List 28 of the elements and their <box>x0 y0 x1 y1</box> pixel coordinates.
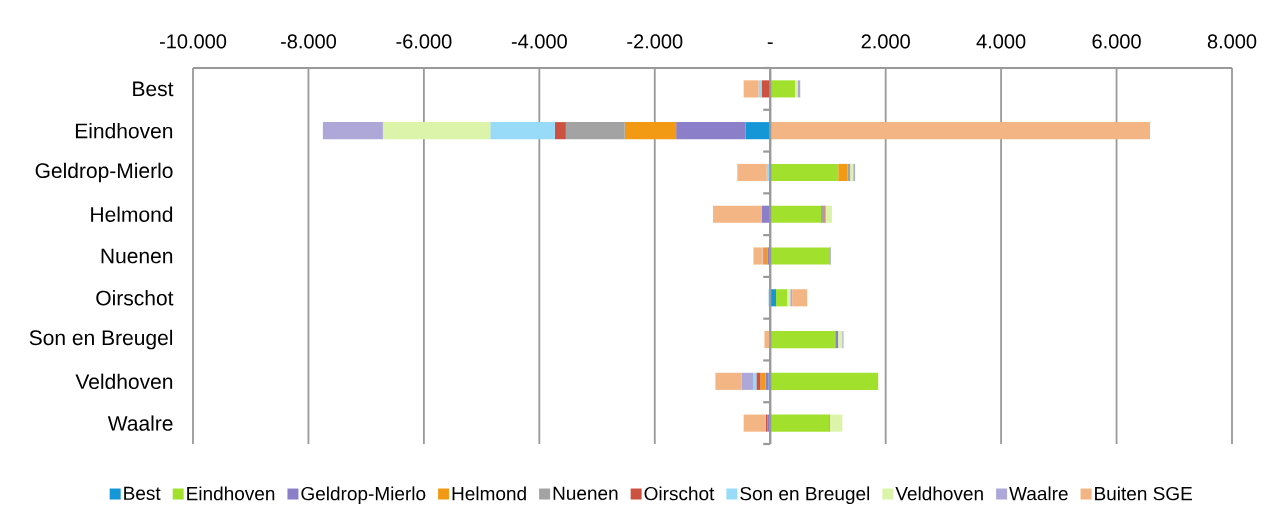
y-tick-label: Geldrop-Mierlo <box>35 162 173 183</box>
y-tick-label: Waalre <box>107 415 173 431</box>
legend-label: Waalre <box>1009 486 1068 501</box>
legend-label: Veldhoven <box>895 486 983 501</box>
y-tick-label: Veldhoven <box>75 373 173 390</box>
y-tick-label: Nuenen <box>101 248 173 264</box>
legend-label: Son en Breugel <box>740 486 870 505</box>
y-tick-label: Eindhoven <box>75 122 173 139</box>
y-tick-label: Best <box>133 81 174 97</box>
legend-label: Eindhoven <box>187 486 275 501</box>
x-tick-label: -10.000 <box>159 34 227 49</box>
x-tick-label: 4.000 <box>976 34 1026 49</box>
y-tick-label: Helmond <box>91 206 173 222</box>
x-tick-label: 2.000 <box>861 34 910 49</box>
y-tick-label: Son en Breugel <box>29 329 173 350</box>
x-tick-label: 8.000 <box>1207 34 1257 49</box>
x-tick-label: -6.000 <box>396 34 452 49</box>
legend-label: Buiten SGE <box>1095 486 1192 501</box>
legend-label: Geldrop-Mierlo <box>301 486 426 505</box>
x-tick-label: -8.000 <box>280 34 337 49</box>
legend-label: Oirschot <box>644 486 715 501</box>
x-tick-label: - <box>767 42 773 44</box>
legend-label: Nuenen <box>553 486 618 500</box>
y-tick-label: Oirschot <box>96 290 174 306</box>
x-tick-label: -2.000 <box>627 34 683 49</box>
x-tick-label: 6.000 <box>1092 34 1141 49</box>
legend-label: Helmond <box>452 486 526 501</box>
x-tick-label: -4.000 <box>511 34 567 49</box>
